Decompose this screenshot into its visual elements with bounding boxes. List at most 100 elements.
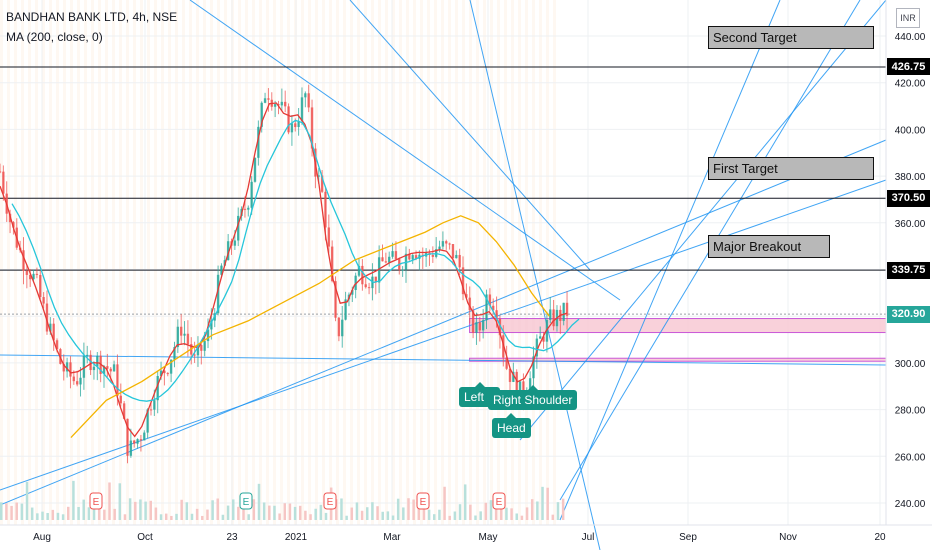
- candle[interactable]: [549, 309, 552, 320]
- candle[interactable]: [528, 378, 532, 391]
- candle[interactable]: [465, 294, 468, 298]
- candle[interactable]: [250, 181, 253, 208]
- candle[interactable]: [294, 123, 297, 128]
- candle[interactable]: [431, 254, 435, 257]
- candle[interactable]: [253, 157, 257, 182]
- candle[interactable]: [126, 418, 129, 456]
- earnings-marker[interactable]: [89, 492, 103, 510]
- candle[interactable]: [441, 241, 445, 247]
- candle[interactable]: [237, 215, 240, 241]
- symbol-title[interactable]: BANDHAN BANK LTD, 4h, NSE: [6, 10, 178, 24]
- candle[interactable]: [481, 320, 485, 331]
- candle[interactable]: [505, 357, 508, 369]
- candle[interactable]: [478, 322, 482, 331]
- candle[interactable]: [45, 303, 49, 332]
- currency-button[interactable]: INR: [896, 8, 920, 28]
- trendline[interactable]: [189, 0, 621, 301]
- candle[interactable]: [143, 432, 146, 441]
- candle[interactable]: [173, 347, 176, 360]
- indicator-legend[interactable]: MA (200, close, 0): [6, 30, 103, 44]
- candle[interactable]: [361, 265, 364, 285]
- candle[interactable]: [163, 370, 166, 374]
- right-shoulder-label[interactable]: Right Shoulder: [488, 385, 578, 410]
- candle[interactable]: [307, 93, 310, 108]
- candle[interactable]: [565, 302, 569, 316]
- candle[interactable]: [411, 255, 414, 260]
- candle[interactable]: [203, 341, 206, 351]
- demand-zone[interactable]: [469, 318, 887, 334]
- candle[interactable]: [381, 257, 384, 262]
- candle[interactable]: [183, 333, 186, 336]
- candle[interactable]: [52, 323, 55, 341]
- candle[interactable]: [263, 98, 267, 103]
- candle[interactable]: [169, 359, 173, 374]
- candle[interactable]: [72, 376, 76, 382]
- candle[interactable]: [149, 409, 153, 411]
- earnings-marker[interactable]: [416, 492, 430, 510]
- candle[interactable]: [159, 370, 163, 377]
- earnings-marker[interactable]: [492, 492, 506, 510]
- candle[interactable]: [455, 254, 458, 259]
- trendline[interactable]: [349, 0, 591, 271]
- candle[interactable]: [324, 191, 327, 228]
- candle[interactable]: [330, 246, 334, 282]
- candle[interactable]: [280, 101, 284, 106]
- candle[interactable]: [176, 326, 180, 348]
- candle[interactable]: [391, 251, 394, 257]
- candle[interactable]: [468, 297, 471, 311]
- candle[interactable]: [471, 310, 475, 333]
- candle[interactable]: [341, 319, 344, 337]
- candle[interactable]: [96, 355, 99, 367]
- candle[interactable]: [243, 208, 247, 210]
- candle[interactable]: [357, 265, 361, 276]
- candle[interactable]: [116, 364, 119, 396]
- candle[interactable]: [273, 104, 277, 107]
- candle[interactable]: [414, 255, 418, 259]
- candle[interactable]: [317, 175, 320, 177]
- candle[interactable]: [28, 274, 32, 280]
- candle[interactable]: [62, 363, 65, 372]
- candle[interactable]: [153, 400, 156, 410]
- candle[interactable]: [42, 297, 45, 304]
- earnings-marker[interactable]: [323, 492, 337, 510]
- candle[interactable]: [310, 107, 314, 149]
- candle[interactable]: [257, 126, 260, 158]
- candle[interactable]: [2, 171, 5, 194]
- candle[interactable]: [485, 294, 488, 321]
- candle[interactable]: [388, 256, 391, 263]
- candle[interactable]: [367, 287, 371, 289]
- candle[interactable]: [320, 175, 324, 192]
- candle[interactable]: [186, 333, 190, 345]
- candle[interactable]: [39, 274, 42, 298]
- candle[interactable]: [532, 356, 535, 379]
- candle[interactable]: [498, 318, 502, 336]
- major-breakout-label[interactable]: Major Breakout: [708, 235, 830, 258]
- candle[interactable]: [25, 270, 29, 275]
- candle[interactable]: [106, 366, 109, 369]
- trendline[interactable]: [0, 179, 887, 491]
- candle[interactable]: [384, 261, 388, 263]
- candle[interactable]: [166, 373, 169, 375]
- candle[interactable]: [146, 409, 149, 433]
- candle[interactable]: [562, 302, 565, 321]
- candle[interactable]: [542, 336, 545, 342]
- candle[interactable]: [445, 241, 448, 244]
- trendline[interactable]: [0, 354, 887, 366]
- candle[interactable]: [461, 267, 465, 295]
- candle[interactable]: [35, 273, 39, 275]
- candle[interactable]: [401, 269, 404, 271]
- candle[interactable]: [102, 366, 106, 374]
- candle[interactable]: [495, 310, 498, 319]
- candle[interactable]: [109, 368, 112, 372]
- candle[interactable]: [69, 362, 72, 377]
- candle[interactable]: [458, 254, 461, 268]
- candle[interactable]: [518, 381, 522, 399]
- candle[interactable]: [448, 243, 451, 245]
- candle[interactable]: [283, 101, 287, 107]
- candle[interactable]: [492, 305, 495, 311]
- head-label[interactable]: Head: [492, 413, 531, 438]
- candle[interactable]: [79, 377, 82, 385]
- candle[interactable]: [55, 340, 59, 350]
- candle[interactable]: [133, 440, 136, 444]
